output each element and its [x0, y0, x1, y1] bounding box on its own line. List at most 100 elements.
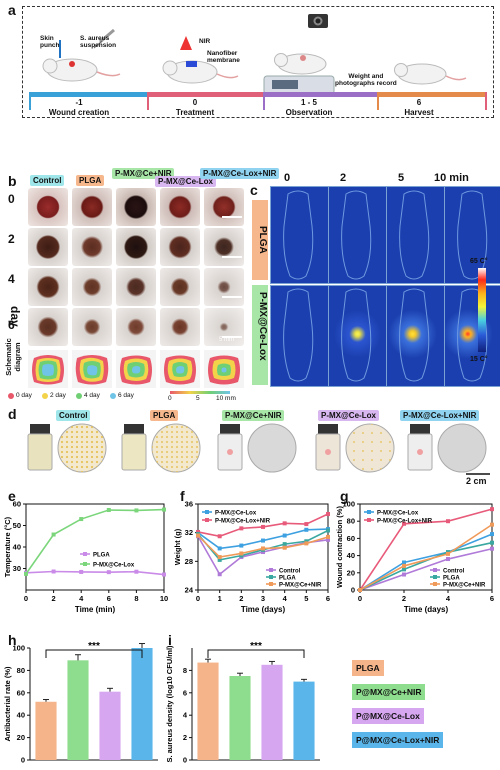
panel-b-group-pmxce-nir: P-MX@Ce+NIR	[112, 168, 175, 179]
series-line	[25, 508, 165, 575]
bar	[293, 681, 315, 760]
bar-legend-pmxce-lox: P@MX@Ce-Lox	[352, 708, 424, 724]
data-point	[304, 541, 309, 546]
data-point	[402, 563, 406, 568]
legend-dot-6day	[110, 393, 116, 399]
vial-pmxce-lox	[315, 424, 341, 471]
colorbar-max: 65 C°	[470, 258, 488, 265]
legend-dot-4day	[76, 393, 82, 399]
legend-label: P-MX@Ce+NIR	[279, 583, 322, 589]
legend-label: P-MX@Ce-Lox	[93, 563, 135, 569]
wound-photo-plga-d0	[72, 188, 112, 226]
panel-b-day-0: 0	[8, 192, 15, 206]
data-point	[106, 570, 111, 575]
data-point	[217, 555, 222, 560]
bar	[229, 676, 251, 760]
panel-b-group-control: Control	[30, 175, 65, 186]
data-point	[446, 551, 450, 556]
legend-label: Control	[443, 569, 465, 575]
x-tick-label: 6	[490, 594, 494, 603]
scale-icon	[263, 53, 335, 95]
legend-tick-0: 0	[168, 395, 172, 402]
thermal-image-plga-0	[270, 186, 329, 284]
thermo-time-2: 2	[340, 172, 347, 184]
panel-b-group-pmxce-lox-nir: P-MX@Ce-Lox+NIR	[200, 168, 280, 179]
y-tick-label: 80	[347, 517, 355, 526]
thermo-row-label-lox: P-MX@Ce-Lox	[257, 292, 268, 361]
timeline-caption-4: Harvest	[404, 108, 434, 117]
y-tick-label: 28	[185, 557, 193, 566]
significance-bracket	[207, 649, 305, 658]
y-tick-label: 32	[185, 528, 193, 537]
y-axis-label: Weight (g)	[173, 528, 182, 565]
bar	[67, 660, 89, 760]
panel-d-scale: 2 cm	[466, 476, 487, 486]
thermo-row-label-bg-lox	[252, 285, 268, 385]
thermo-time-0: 0	[284, 172, 291, 184]
x-tick-label: 4	[446, 594, 451, 603]
data-point	[51, 569, 56, 574]
data-point	[217, 572, 222, 577]
y-tick-label: 2	[183, 733, 187, 742]
data-point	[282, 521, 287, 526]
data-point	[217, 546, 222, 551]
legend-label: Control	[279, 569, 301, 575]
legend-label: P-MX@Ce-Lox+NIR	[377, 519, 433, 525]
panel-d-label: d	[8, 406, 17, 422]
bar	[131, 648, 153, 760]
data-point	[304, 522, 309, 527]
data-point	[196, 529, 200, 534]
panel-h-label: h	[8, 632, 17, 648]
wound-photo-plga-d6	[72, 308, 112, 346]
bar	[197, 662, 219, 760]
bar-legend-plga: PLGA	[352, 660, 384, 676]
legend-label: P-MX@Ce-Lox	[377, 511, 419, 517]
step-label-membrane: Nanofiber membrane	[207, 50, 240, 64]
legend-marker	[205, 510, 209, 514]
legend-label-4day: 4 day	[84, 392, 100, 399]
legend-label-0day: 0 day	[16, 392, 32, 399]
significance-bracket	[45, 649, 143, 658]
y-axis-label: S. aureus density (log10 CFU/ml)	[165, 645, 174, 763]
wound-photo-control-d2	[28, 228, 68, 266]
data-point	[162, 507, 166, 512]
x-tick-label: 4	[79, 594, 84, 603]
data-point	[261, 538, 265, 543]
x-tick-label: 6	[326, 594, 330, 603]
data-point	[134, 569, 139, 574]
thermal-image-lox-2	[328, 285, 387, 387]
x-axis-label: Time (days)	[241, 605, 286, 614]
mouse-icon-4	[394, 63, 467, 85]
data-point	[402, 572, 406, 577]
data-point	[282, 545, 287, 550]
y-tick-label: 20	[17, 733, 25, 742]
legend-dot-0day	[8, 393, 14, 399]
panel-b-label: b	[8, 173, 17, 189]
y-tick-label: 0	[183, 756, 187, 765]
scale-bar-d2	[222, 256, 242, 258]
vial-plga	[121, 424, 147, 471]
thermo-row-label-bg-plga	[252, 200, 268, 280]
y-tick-label: 20	[347, 568, 355, 577]
y-tick-label: 4	[183, 711, 188, 720]
data-point	[326, 512, 330, 517]
colorbar-min: 15 C°	[470, 356, 488, 363]
legend-label: PLGA	[443, 576, 460, 582]
y-tick-label: 80	[17, 666, 25, 675]
data-point	[490, 540, 494, 545]
legend-tick-10: 10 mm	[216, 395, 236, 402]
panel-a-illustration	[29, 14, 487, 110]
wound-photo-pmxce-nir-d2	[116, 228, 156, 266]
timeline-bar-4	[378, 92, 486, 97]
panel-d-group-pmxce-lox-nir: P-MX@Ce-Lox+NIR	[400, 410, 480, 421]
wound-photo-pmxce-lox-d4	[160, 268, 200, 306]
thermo-time-5: 5	[398, 172, 405, 184]
significance-mark: ***	[250, 641, 262, 652]
legend-marker	[367, 510, 371, 514]
legend-label: PLGA	[279, 576, 296, 582]
bar	[35, 701, 57, 760]
thermal-image-plga-10	[444, 186, 500, 284]
syringe-icon	[59, 28, 115, 58]
panel-d-group-plga: PLGA	[150, 410, 179, 421]
wound-photo-pmxce-lox-d0	[160, 188, 200, 226]
